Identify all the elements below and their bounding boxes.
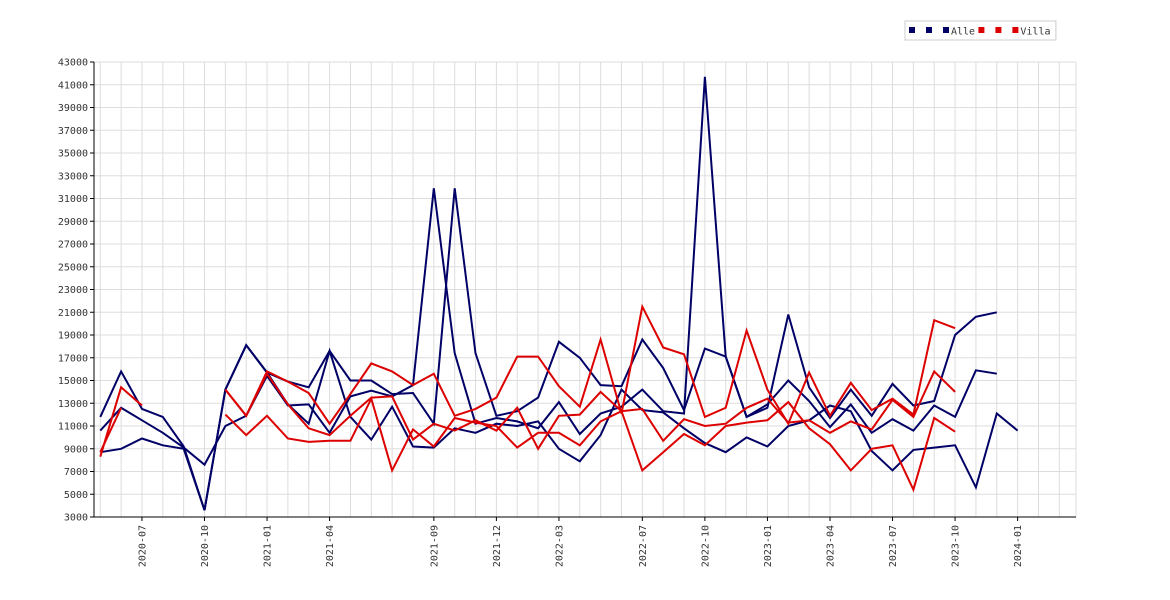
x-tick-label: 2024-01 (1013, 525, 1024, 567)
x-tick-label: 2022-07 (638, 525, 649, 567)
series-layer (99, 76, 1019, 511)
series-line-5 (99, 407, 123, 453)
y-tick-label: 43000 (58, 58, 88, 69)
y-tick-label: 19000 (58, 331, 88, 342)
y-tick-label: 25000 (58, 262, 88, 273)
legend-swatch (943, 27, 949, 33)
y-tick-label: 35000 (58, 149, 88, 160)
legend-label: Villa (1020, 27, 1050, 38)
y-tick-label: 39000 (58, 103, 88, 114)
series-line-6 (224, 395, 956, 493)
legend-swatch (909, 27, 915, 33)
series-line-4 (99, 385, 143, 457)
x-tick-label: 2021-12 (492, 525, 503, 567)
y-tick-label: 17000 (58, 353, 88, 364)
y-tick-label: 5000 (64, 490, 88, 501)
legend-frame (904, 20, 1057, 41)
y-tick-label: 23000 (58, 285, 88, 296)
x-tick-label: 2023-04 (825, 525, 836, 567)
x-tick-label: 2020-07 (137, 525, 148, 567)
legend-swatch (995, 27, 1002, 33)
x-tick-label: 2023-01 (763, 525, 774, 567)
y-tick-label: 37000 (58, 126, 88, 137)
x-tick-label: 2021-01 (263, 525, 274, 567)
legend: Alle Villa (904, 20, 1057, 41)
x-tick-label: 2022-10 (700, 525, 711, 567)
x-tick-label: 2020-10 (200, 525, 211, 567)
y-tick-label: 41000 (58, 80, 88, 91)
x-tick-label: 2022-03 (554, 525, 565, 567)
y-tick-label: 11000 (58, 422, 88, 433)
series-line-5 (224, 369, 956, 451)
y-tick-label: 29000 (58, 217, 88, 228)
x-tick-label: 2021-09 (429, 525, 440, 567)
y-tick-label: 31000 (58, 194, 88, 205)
series-line-4 (224, 303, 956, 426)
y-tick-label: 13000 (58, 399, 88, 410)
y-tick-label: 21000 (58, 308, 88, 319)
series-line-3 (100, 343, 1019, 511)
x-tick-label: 2023-07 (888, 525, 899, 567)
legend-swatch (1012, 27, 1019, 33)
axes: 3000 5000 7000 9000 11000 13000 15000 17000 1900… (58, 58, 1076, 567)
y-tick-label: 27000 (58, 240, 88, 251)
y-tick-label: 33000 (58, 171, 88, 182)
grid (94, 61, 1077, 518)
y-tick-label: 9000 (64, 444, 88, 455)
x-tick-label: 2023-10 (951, 525, 962, 567)
x-tick-label: 2021-04 (325, 525, 336, 567)
y-tick-label: 3000 (64, 513, 88, 524)
y-tick-label: 15000 (58, 376, 88, 387)
legend-swatch (926, 27, 932, 33)
y-tick-label: 7000 (64, 467, 88, 478)
legend-label: Alle (951, 27, 975, 38)
legend-swatch (978, 27, 985, 33)
